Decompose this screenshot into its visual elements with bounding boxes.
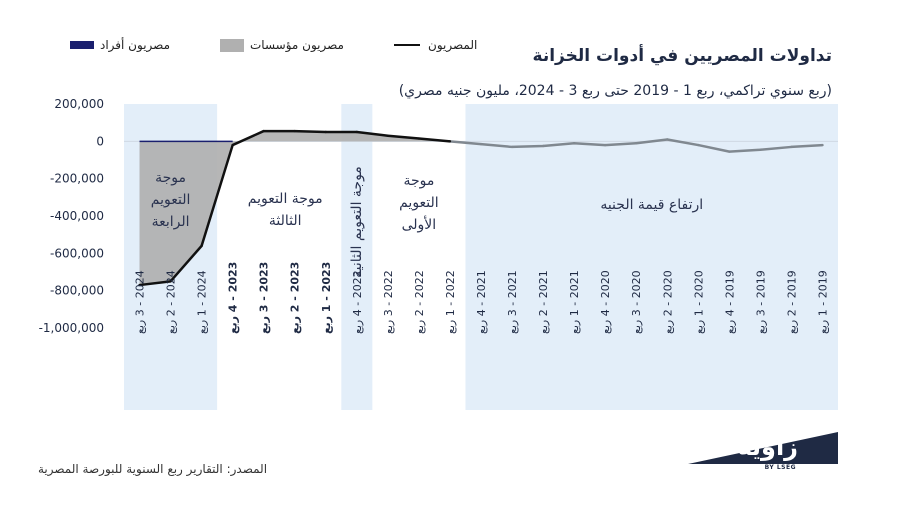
x-tick-label: 2023 - 2 ربع bbox=[289, 262, 302, 334]
x-tick-label: 2022 - 2 ربع bbox=[413, 270, 426, 334]
annotation-label: موجة bbox=[403, 173, 434, 189]
x-tick-label: 2023 - 3 ربع bbox=[258, 262, 271, 334]
data-point bbox=[790, 145, 793, 149]
data-point bbox=[759, 148, 762, 151]
period-band-2 bbox=[341, 104, 373, 410]
chart-title: تداولات المصريين في أدوات الخزانة bbox=[532, 46, 832, 66]
legend-swatch-total bbox=[394, 44, 420, 46]
data-point bbox=[324, 130, 327, 134]
annotation-label: الثالثة bbox=[269, 213, 302, 229]
legend-label-institutions: مصريون مؤسسات bbox=[250, 38, 344, 52]
x-tick-label: 2019 - 3 ربع bbox=[754, 270, 767, 334]
x-tick-label: 2024 - 1 ربع bbox=[196, 270, 209, 334]
series-area-institutions bbox=[139, 131, 450, 286]
x-tick-label: 2024 - 2 ربع bbox=[165, 270, 178, 334]
data-point bbox=[666, 138, 669, 141]
data-point bbox=[200, 244, 203, 248]
annotation-label: موجة التعويم bbox=[248, 191, 323, 207]
legend-label-individuals: مصريون أفراد bbox=[100, 38, 170, 52]
x-tick-label: 2021 - 4 ربع bbox=[475, 270, 488, 334]
data-point bbox=[417, 137, 421, 140]
data-point bbox=[448, 140, 452, 143]
y-tick-label: -1,000,000 bbox=[39, 321, 104, 335]
legend: مصريون أفراد مصريون مؤسسات المصريون bbox=[70, 36, 510, 58]
x-tick-label: 2022 - 4 ربع bbox=[351, 270, 364, 334]
y-tick-label: 200,000 bbox=[54, 97, 104, 111]
y-tick-label: -600,000 bbox=[50, 246, 104, 260]
annotation-label: الأولى bbox=[402, 215, 437, 233]
y-tick-label: -200,000 bbox=[50, 172, 104, 186]
x-tick-label: 2019 - 2 ربع bbox=[785, 270, 798, 334]
logo-triangle bbox=[688, 432, 838, 464]
x-tick-label: 2022 - 1 ربع bbox=[444, 270, 457, 334]
data-point bbox=[697, 143, 700, 147]
annotation-label: موجة التعويم الثانية bbox=[349, 166, 365, 278]
annotation-label: ارتفاع قيمة الجنيه bbox=[600, 197, 703, 213]
data-point bbox=[603, 143, 607, 147]
data-point bbox=[293, 129, 296, 133]
x-tick-label: 2021 - 3 ربع bbox=[506, 270, 519, 334]
data-point bbox=[169, 280, 172, 283]
source-note: المصدر: التقارير ربع السنوية للبورصة الم… bbox=[38, 462, 268, 476]
x-tick-label: 2019 - 4 ربع bbox=[723, 270, 736, 334]
data-point bbox=[138, 283, 141, 287]
x-tick-label: 2023 - 4 ربع bbox=[227, 262, 240, 334]
y-tick-label: -800,000 bbox=[50, 284, 104, 298]
y-tick-label: -400,000 bbox=[50, 209, 104, 223]
logo-subtext: BY LSEG bbox=[764, 464, 796, 471]
x-tick-label: 2020 - 4 ربع bbox=[599, 270, 612, 334]
x-tick-label: 2024 - 3 ربع bbox=[134, 270, 147, 334]
x-tick-label: 2023 - 1 ربع bbox=[320, 262, 333, 334]
data-point bbox=[821, 143, 824, 147]
annotation-label: الرابعة bbox=[152, 214, 190, 230]
legend-swatch-individuals bbox=[70, 41, 94, 49]
x-tick-label: 2020 - 3 ربع bbox=[630, 270, 643, 334]
annotation-label: التعويم bbox=[399, 195, 439, 211]
x-tick-label: 2019 - 1 ربع bbox=[816, 270, 829, 334]
period-band-3 bbox=[465, 104, 838, 410]
x-tick-label: 2022 - 3 ربع bbox=[382, 270, 395, 334]
chart-subtitle: (ربع سنوي تراكمي، ربع 1 - 2019 حتى ربع 3… bbox=[398, 83, 832, 99]
logo-text: زاوية bbox=[737, 433, 798, 461]
x-tick-label: 2021 - 1 ربع bbox=[568, 270, 581, 334]
data-point bbox=[355, 130, 359, 134]
data-point bbox=[541, 144, 545, 148]
legend-label-total: المصريون bbox=[428, 38, 478, 52]
data-point bbox=[572, 142, 576, 145]
data-point bbox=[479, 142, 483, 146]
data-point bbox=[231, 143, 234, 147]
legend-swatch-institutions bbox=[220, 39, 244, 52]
x-tick-label: 2021 - 2 ربع bbox=[537, 270, 550, 334]
y-tick-label: 0 bbox=[96, 134, 104, 148]
brand-logo: زاوية BY LSEG bbox=[688, 430, 838, 471]
data-point bbox=[510, 145, 514, 149]
x-tick-label: 2020 - 1 ربع bbox=[692, 270, 705, 334]
annotation-label: موجة bbox=[155, 170, 186, 186]
data-point bbox=[635, 142, 638, 145]
data-point bbox=[728, 150, 731, 153]
annotation-label: التعويم bbox=[151, 192, 191, 208]
data-point bbox=[386, 134, 390, 137]
data-point bbox=[262, 129, 265, 133]
x-tick-label: 2020 - 2 ربع bbox=[661, 270, 674, 334]
